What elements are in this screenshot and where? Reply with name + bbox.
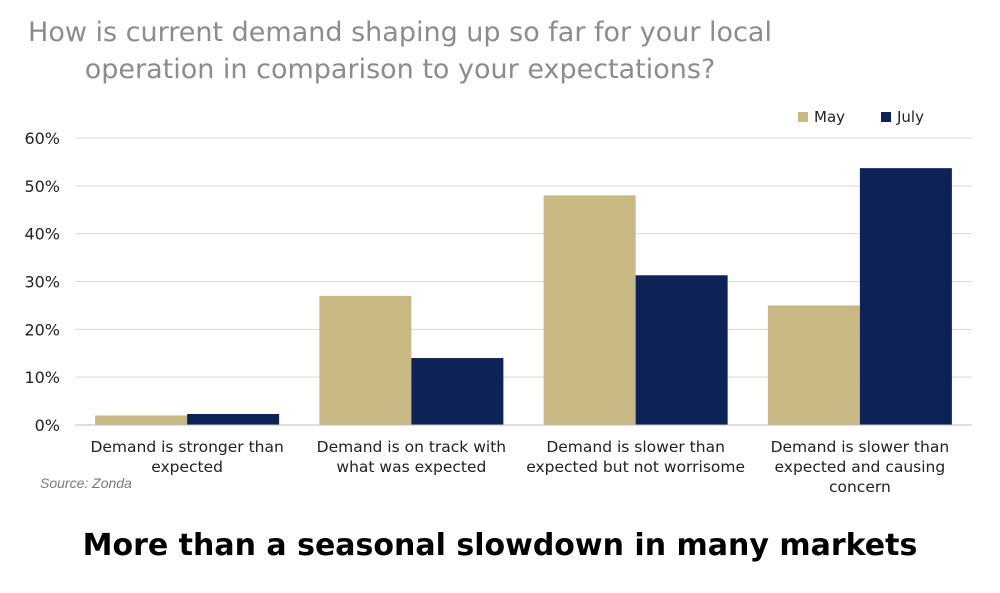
x-category-label: Demand is slower than expected but not wo… bbox=[526, 438, 745, 476]
x-category-label: Demand is stronger than expected bbox=[90, 438, 283, 476]
legend-swatch-may bbox=[798, 112, 808, 122]
source-note: Source: Zonda bbox=[40, 475, 132, 491]
y-tick-label: 30% bbox=[24, 273, 60, 292]
bar-july bbox=[859, 168, 952, 425]
y-tick-label: 60% bbox=[24, 129, 60, 148]
y-tick-label: 50% bbox=[24, 177, 60, 196]
bar-july bbox=[635, 275, 728, 425]
bar-may bbox=[319, 295, 412, 425]
headline: More than a seasonal slowdown in many ma… bbox=[82, 528, 918, 563]
bar-may bbox=[543, 195, 636, 425]
bar-july bbox=[187, 413, 280, 425]
x-category-label-line: Demand is slower than bbox=[546, 438, 725, 456]
x-category-label-line: concern bbox=[829, 478, 891, 496]
x-category-label-line: Demand is slower than bbox=[771, 438, 950, 456]
bar-may bbox=[767, 305, 860, 425]
x-category-label-line: expected but not worrisome bbox=[526, 458, 745, 476]
y-tick-label: 40% bbox=[24, 225, 60, 244]
legend-swatch-july bbox=[881, 112, 891, 122]
x-category-label-line: expected bbox=[151, 458, 223, 476]
x-category-label-line: Demand is stronger than bbox=[90, 438, 283, 456]
chart-title-line-2: operation in comparison to your expectat… bbox=[84, 54, 716, 85]
bar-july bbox=[411, 358, 504, 425]
x-category-label: Demand is slower than expected and causin… bbox=[771, 438, 950, 496]
y-tick-label: 20% bbox=[24, 320, 60, 339]
y-tick-label: 10% bbox=[24, 368, 60, 387]
legend-label-may: May bbox=[814, 108, 845, 126]
bar-may bbox=[95, 415, 188, 425]
legend-label-july: July bbox=[896, 108, 924, 126]
x-category-label: Demand is on track with what was expected bbox=[317, 438, 506, 476]
chart-title: How is current demand shaping up so far … bbox=[0, 14, 800, 88]
chart-title-line-1: How is current demand shaping up so far … bbox=[28, 17, 772, 48]
x-category-label-line: Demand is on track with bbox=[317, 438, 506, 456]
x-category-label-line: expected and causing bbox=[775, 458, 946, 476]
x-category-label-line: what was expected bbox=[336, 458, 486, 476]
y-tick-label: 0% bbox=[35, 416, 60, 435]
